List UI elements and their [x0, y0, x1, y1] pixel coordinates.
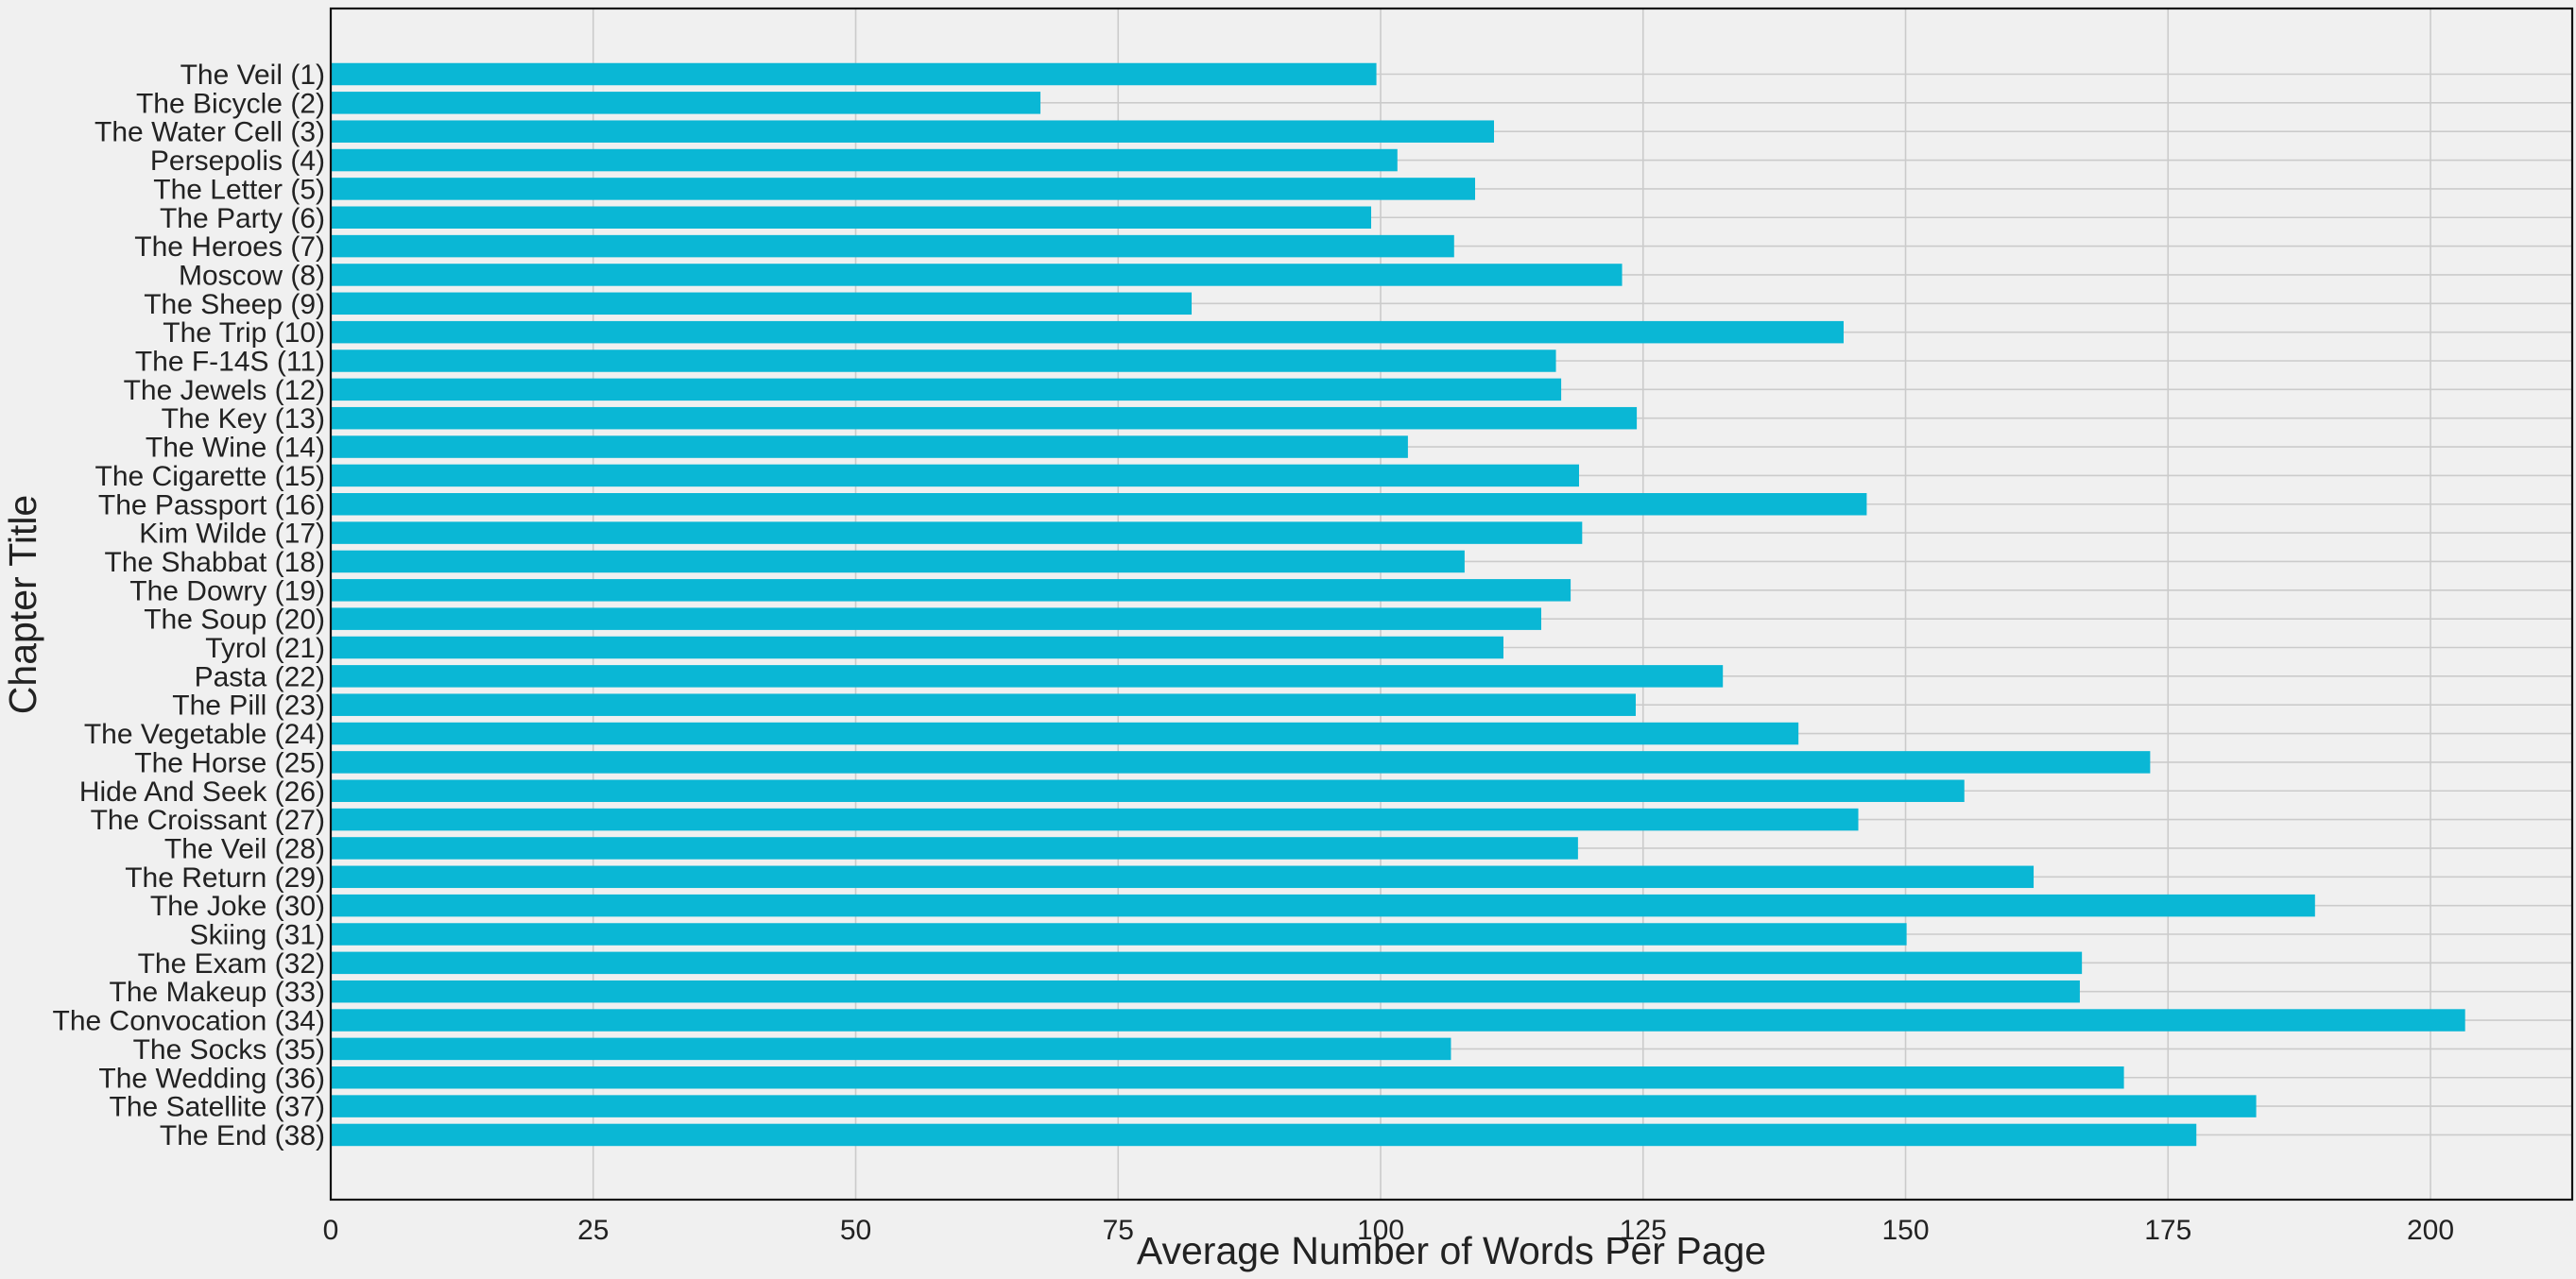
y-tick-label: Skiing (31) [190, 920, 325, 951]
y-tick-label: The Letter (5) [153, 174, 325, 205]
bar [331, 923, 1907, 946]
y-tick-label: The Key (13) [162, 403, 325, 435]
bar [331, 894, 2315, 917]
bar [331, 550, 1465, 573]
x-tick-label: 50 [840, 1215, 871, 1246]
y-axis-title: Chapter Title [1, 495, 44, 714]
bar [331, 779, 1965, 802]
y-tick-label: The Wedding (36) [98, 1063, 325, 1094]
y-tick-label: Tyrol (21) [205, 633, 325, 664]
bar [331, 693, 1636, 716]
bar [331, 579, 1571, 602]
bar [331, 521, 1583, 544]
x-tick-label: 125 [1620, 1215, 1667, 1246]
bar [331, 350, 1556, 372]
x-tick-labels: 0 25 50 75 100 125 150 175 200 [323, 1215, 2454, 1246]
y-tick-label: The Water Cell (3) [94, 117, 325, 148]
y-tick-label: The F-14S (11) [135, 347, 325, 378]
y-tick-label: Pasta (22) [195, 661, 325, 692]
bar [331, 120, 1494, 143]
y-tick-label: Moscow (8) [179, 260, 325, 291]
bar [331, 722, 1799, 745]
y-tick-label: The Shabbat (18) [105, 547, 325, 578]
y-tick-label: Kim Wilde (17) [139, 519, 325, 550]
bar [331, 1066, 2124, 1089]
x-tick-label: 100 [1357, 1215, 1404, 1246]
y-tick-label: The Makeup (33) [110, 977, 325, 1008]
bar [331, 951, 2083, 975]
bar [331, 1123, 2197, 1147]
bar [331, 234, 1454, 258]
bar [331, 464, 1579, 487]
bar [331, 92, 1041, 114]
bar [331, 378, 1562, 401]
y-tick-label: The End (38) [160, 1120, 325, 1151]
y-tick-label: The Trip (10) [163, 317, 325, 349]
bar [331, 636, 1503, 659]
plot-frame [329, 7, 2574, 1202]
bar [331, 62, 1377, 86]
bar [331, 665, 1724, 688]
bar [331, 320, 1844, 344]
y-tick-label: The Satellite (37) [110, 1092, 325, 1123]
y-tick-label: The Vegetable (24) [84, 719, 325, 750]
bar [331, 264, 1623, 286]
y-tick-label: The Veil (28) [164, 833, 325, 864]
y-tick-labels: The Veil (1)The Bicycle (2)The Water Cel… [53, 60, 326, 1151]
bar [331, 206, 1372, 229]
bar [331, 751, 2151, 774]
y-tick-label: The Pill (23) [172, 691, 325, 722]
y-tick-label: The Jewels (12) [124, 375, 325, 406]
y-tick-label: The Socks (35) [133, 1034, 325, 1066]
bar [331, 980, 2080, 1003]
bar [331, 1095, 2257, 1117]
y-tick-label: The Dowry (19) [129, 575, 325, 606]
y-tick-label: The Soup (20) [144, 605, 325, 636]
y-tick-label: The Wine (14) [146, 433, 325, 464]
y-tick-label: The Return (29) [125, 862, 325, 894]
y-tick-label: Persepolis (4) [150, 145, 325, 177]
y-tick-label: Hide And Seek (26) [79, 776, 325, 808]
y-tick-label: The Cigarette (15) [95, 461, 325, 492]
y-tick-label: The Croissant (27) [91, 805, 325, 836]
y-tick-label: The Joke (30) [150, 891, 325, 922]
bar [331, 865, 2035, 889]
bar [331, 292, 1193, 315]
x-tick-label: 75 [1103, 1215, 1134, 1246]
y-tick-label: The Bicycle (2) [136, 88, 325, 119]
bar [331, 837, 1578, 860]
bar [331, 607, 1541, 630]
bar [331, 148, 1398, 172]
y-tick-label: The Heroes (7) [134, 231, 325, 263]
y-tick-label: The Veil (1) [180, 60, 325, 91]
bar [331, 493, 1867, 516]
y-tick-label: The Party (6) [160, 203, 325, 234]
x-tick-label: 0 [323, 1215, 339, 1246]
x-tick-label: 150 [1881, 1215, 1929, 1246]
y-tick-label: The Horse (25) [134, 747, 325, 778]
y-tick-label: The Passport (16) [98, 489, 325, 520]
bar [331, 808, 1859, 831]
bars-layer [331, 62, 2465, 1147]
y-tick-label: The Sheep (9) [144, 289, 325, 320]
bar [331, 178, 1475, 200]
x-axis-title: Average Number of Words Per Page [1137, 1229, 1766, 1272]
bar [331, 1009, 2465, 1032]
bar [331, 1037, 1451, 1061]
bar [331, 406, 1638, 430]
y-tick-label: The Convocation (34) [53, 1006, 326, 1037]
y-tick-label: The Exam (32) [138, 948, 325, 980]
x-tick-label: 200 [2407, 1215, 2454, 1246]
x-tick-label: 175 [2144, 1215, 2191, 1246]
bar [331, 435, 1408, 458]
x-tick-label: 25 [577, 1215, 609, 1246]
